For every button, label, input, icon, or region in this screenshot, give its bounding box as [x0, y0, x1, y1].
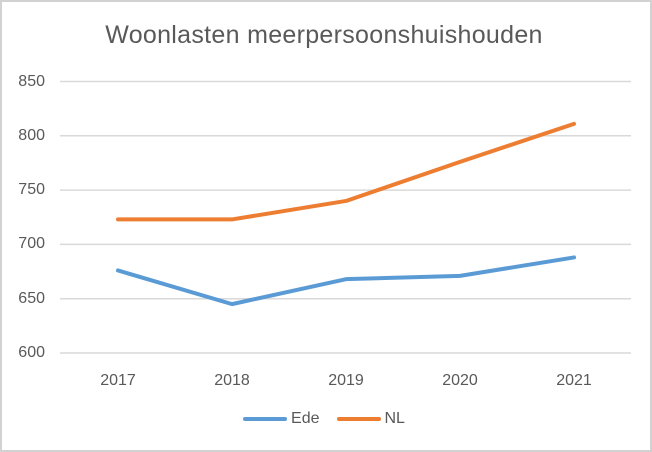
legend-item-ede[interactable]: Ede	[243, 410, 320, 428]
legend-label-ede: Ede	[291, 410, 320, 427]
y-tick-label: 600	[18, 344, 45, 361]
ede-line-swatch	[243, 416, 288, 422]
x-tick-label: 2019	[328, 372, 364, 389]
legend: Ede NL	[2, 410, 646, 428]
legend-item-nl[interactable]: NL	[336, 410, 405, 428]
x-tick-label: 2021	[556, 372, 592, 389]
x-tick-label: 2017	[100, 372, 136, 389]
nl-line-swatch	[336, 416, 381, 422]
series-line-nl	[116, 121, 576, 222]
x-tick-label: 2018	[214, 372, 250, 389]
y-tick-label: 650	[18, 289, 45, 307]
y-tick-label: 800	[18, 126, 45, 144]
y-tick-label: 850	[18, 72, 45, 90]
series-line-ede	[116, 255, 576, 307]
y-tick-label: 750	[18, 181, 45, 199]
chart-title: Woonlasten meerpersoonshuishouden	[105, 21, 543, 49]
x-tick-label: 2020	[442, 372, 478, 389]
y-tick-label: 700	[18, 235, 45, 253]
legend-label-nl: NL	[384, 410, 405, 427]
